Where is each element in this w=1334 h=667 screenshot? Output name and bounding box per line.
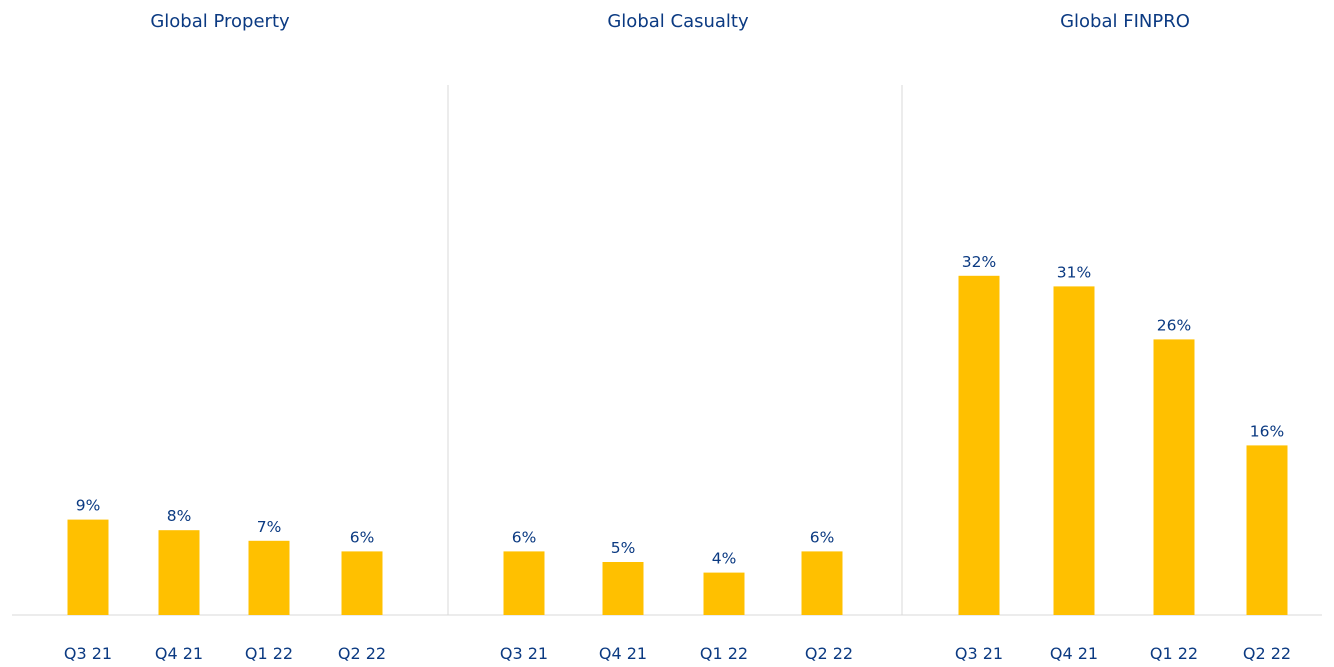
value-label: 16%	[1250, 422, 1284, 440]
bar	[503, 551, 545, 615]
bar	[1053, 286, 1095, 615]
category-label: Q2 22	[338, 644, 386, 663]
value-label: 9%	[76, 497, 101, 515]
category-label: Q1 22	[245, 644, 293, 663]
value-label: 8%	[167, 507, 192, 525]
value-label: 31%	[1057, 263, 1091, 281]
bar	[158, 530, 200, 615]
category-label: Q4 21	[155, 644, 203, 663]
bar	[1153, 339, 1195, 615]
bars-layer	[67, 275, 1288, 615]
value-label: 5%	[611, 539, 636, 557]
bar	[958, 275, 1000, 615]
value-label: 6%	[810, 528, 835, 546]
panel-title: Global Property	[150, 11, 290, 32]
category-label: Q4 21	[1050, 644, 1098, 663]
value-label: 26%	[1157, 316, 1191, 334]
category-label: Q1 22	[1150, 644, 1198, 663]
category-label: Q4 21	[599, 644, 647, 663]
bar	[801, 551, 843, 615]
value-label: 6%	[350, 528, 375, 546]
value-label: 7%	[257, 518, 282, 536]
labels-layer: 9% 8% 7% 6% 6% 5% 4% 6% 32% 31% 26% 16%	[76, 253, 1285, 568]
bar	[1246, 445, 1288, 615]
category-label: Q2 22	[805, 644, 853, 663]
value-label: 32%	[962, 253, 996, 271]
value-label: 4%	[712, 550, 737, 568]
panel-title: Global FINPRO	[1060, 11, 1190, 32]
value-label: 6%	[512, 528, 537, 546]
category-label: Q2 22	[1243, 644, 1291, 663]
category-label: Q3 21	[955, 644, 1003, 663]
bar	[703, 572, 745, 615]
category-label: Q1 22	[700, 644, 748, 663]
category-label: Q3 21	[64, 644, 112, 663]
bar	[341, 551, 383, 615]
bar	[248, 540, 290, 615]
bar	[602, 562, 644, 615]
bar	[67, 519, 109, 615]
panel-title: Global Casualty	[607, 11, 749, 32]
category-label: Q3 21	[500, 644, 548, 663]
